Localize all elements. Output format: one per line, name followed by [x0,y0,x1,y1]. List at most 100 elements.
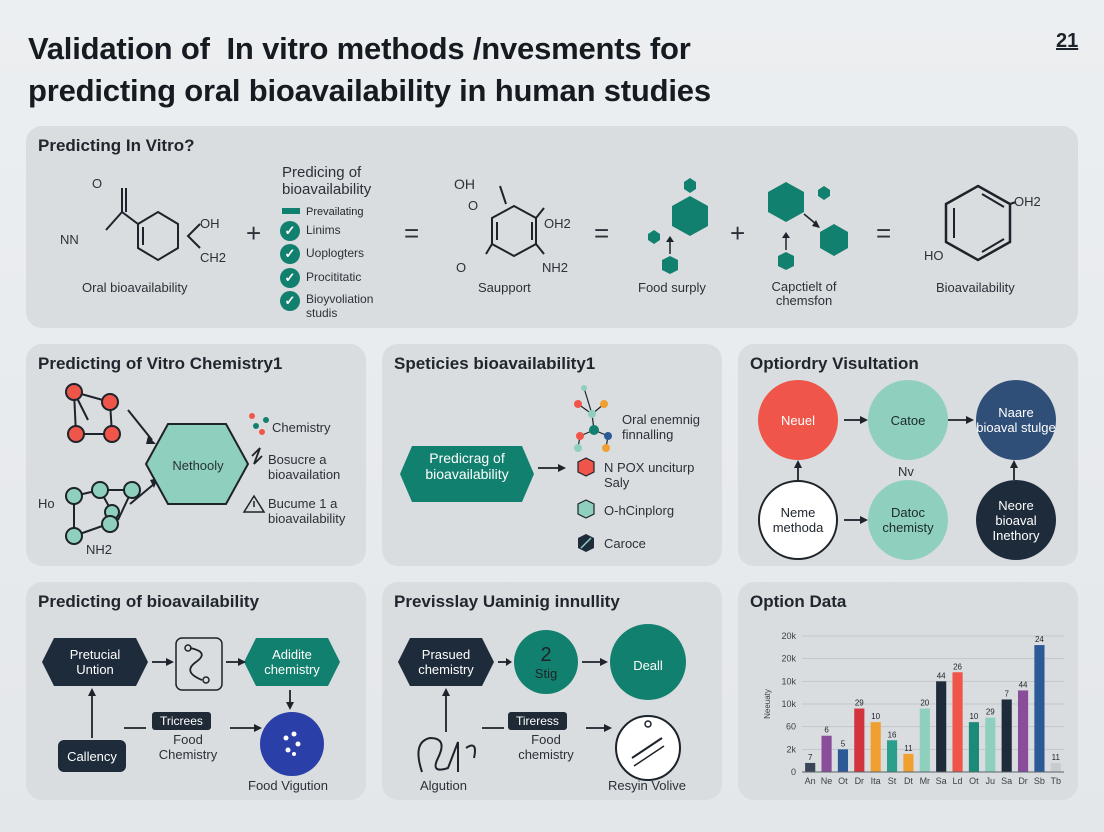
bio-node-2: Adidite chemistry [264,647,320,677]
x-tick-label: Mr [920,776,931,786]
bar [805,762,816,772]
x-tick-label: Ot [838,776,848,786]
prev-node-2-sub: Stig [534,666,558,681]
molecule-3-diagram [944,184,1017,262]
prev-tag-sub: Food chemistry [518,732,574,762]
bio-node-1: Pretucial Untion [69,647,121,677]
bioavailability-label: Bioavailability [936,280,1015,295]
option-circle-3: Naare bioaval stulge [976,380,1056,460]
option-arrows [794,416,1018,524]
prev-node-2-num: 2 [540,644,552,666]
bar [1034,645,1045,772]
chemistry-panel-title: Predicting of Vitro Chemistry1 [38,354,283,373]
chemistry-item-2: Bosucre a bioavailation [268,452,341,482]
check-icon: ✓ [280,221,300,241]
y-axis-label: Neeuaty [763,689,772,719]
capacity-label: Capctielt of chemsfon [771,279,837,308]
bar-value-label: 10 [969,712,978,721]
bar-value-label: 29 [855,699,864,708]
species-item-1: N POX unciturp Saly [604,460,695,490]
bio-node-3: Callency [58,740,126,772]
atom-o: O [92,176,103,191]
bar [854,708,865,772]
option-circle-1: Neuel [758,380,838,460]
prev-left-label: Algution [420,778,467,793]
x-tick-label: Dr [1018,776,1028,786]
molecule-label: Oral enemnig finnalling [622,412,701,442]
prev-right-label: Resyin Volive [608,778,687,793]
top-panel: Predicting In Vitro? O NN OH CH2 Oral bi… [26,126,1078,328]
checklist-item-3: Procititatic [306,270,362,284]
x-tick-label: Dr [855,776,865,786]
y-tick-label: 10k [781,676,796,686]
x-tick-label: Sa [936,776,947,786]
atom-oh2: OH2 [544,216,571,231]
x-tick-label: Ju [986,776,996,786]
chemistry-network [65,383,269,545]
x-tick-label: An [805,776,816,786]
bio-node-4-label: Food Vigution [248,778,328,793]
atom-oh2-3: OH2 [1014,194,1041,209]
option-visualization-panel: Optiordry Visultation Neuel Catoe Naare … [738,344,1078,566]
option-circle-2: Catoe [868,380,948,460]
x-tick-label: Sa [1001,776,1012,786]
chemistry-item-1: Chemistry [272,420,331,435]
check-icon: ✓ [280,244,300,264]
ethyl-fragment [186,223,201,249]
bar-value-label: 11 [904,744,913,753]
capacity-icon [768,182,848,270]
bar [821,735,832,772]
bar-value-label: 11 [1052,753,1061,762]
atom-nn: NN [60,232,79,247]
bar [919,708,930,772]
list-first-label: Prevailating [306,206,364,218]
y-tick-label: 2k [786,744,796,754]
y-tick-label: 60 [786,722,796,732]
bar-value-label: 44 [937,671,946,680]
bar-value-label: 6 [824,726,829,735]
bar-value-label: 16 [888,730,897,739]
species-panel: Speticies bioavailability1 P [382,344,722,566]
x-tick-label: Dt [904,776,913,786]
checklist-item-4: Bioyvoliation studis [306,292,374,320]
x-tick-label: Ne [821,776,833,786]
bioavailability-panel: Predicting of bioavailability Pretucial … [26,582,366,800]
oral-bioavailability-label: Oral bioavailability [82,280,188,295]
x-tick-label: Ld [953,776,963,786]
x-tick-label: Ot [969,776,979,786]
bar-value-label: 44 [1019,680,1028,689]
bar [870,722,881,772]
prev-tag: Tireress [508,712,567,730]
atom-ho-3: HO [924,248,944,263]
atom-ch2: CH2 [200,250,227,265]
operator-plus-1: + [246,218,262,248]
species-panel-title: Speticies bioavailability1 [394,354,596,373]
bar [1050,762,1061,772]
bar [968,722,980,772]
bar-value-label: 29 [986,708,995,717]
operator-equals-1: = [404,218,420,248]
bar-value-label: 5 [841,739,846,748]
chemistry-panel: Predicting of Vitro Chemistry1 [26,344,366,566]
bar-value-label: 7 [808,753,813,762]
molecule-1-diagram [105,188,179,262]
x-tick-label: Tb [1051,776,1062,786]
previsslay-panel: Previsslay Uaminig innullity Prasued che… [382,582,722,800]
list-first-item: Prevailating [282,202,363,220]
support-label: Saupport [478,280,531,295]
bar [1001,699,1012,772]
bar-value-label: 26 [953,662,962,671]
bar [952,672,963,772]
chart-title: Option Data [750,592,847,611]
atom-oh-2: OH [454,176,475,192]
option-data-chart: 0 2k 60 10k 10k 20k 20k Neeuaty 7 An 6 Ne 5 Ot 29 Dr 10 I… [763,631,1064,786]
bar [985,717,996,772]
bar [886,740,898,772]
operator-equals-2: = [594,218,610,248]
x-tick-label: Ita [871,776,881,786]
x-tick-label: Sb [1034,776,1045,786]
page-number[interactable]: 21 [1056,30,1079,52]
atom-oh: OH [200,216,220,231]
bar-value-label: 7 [1004,689,1009,698]
